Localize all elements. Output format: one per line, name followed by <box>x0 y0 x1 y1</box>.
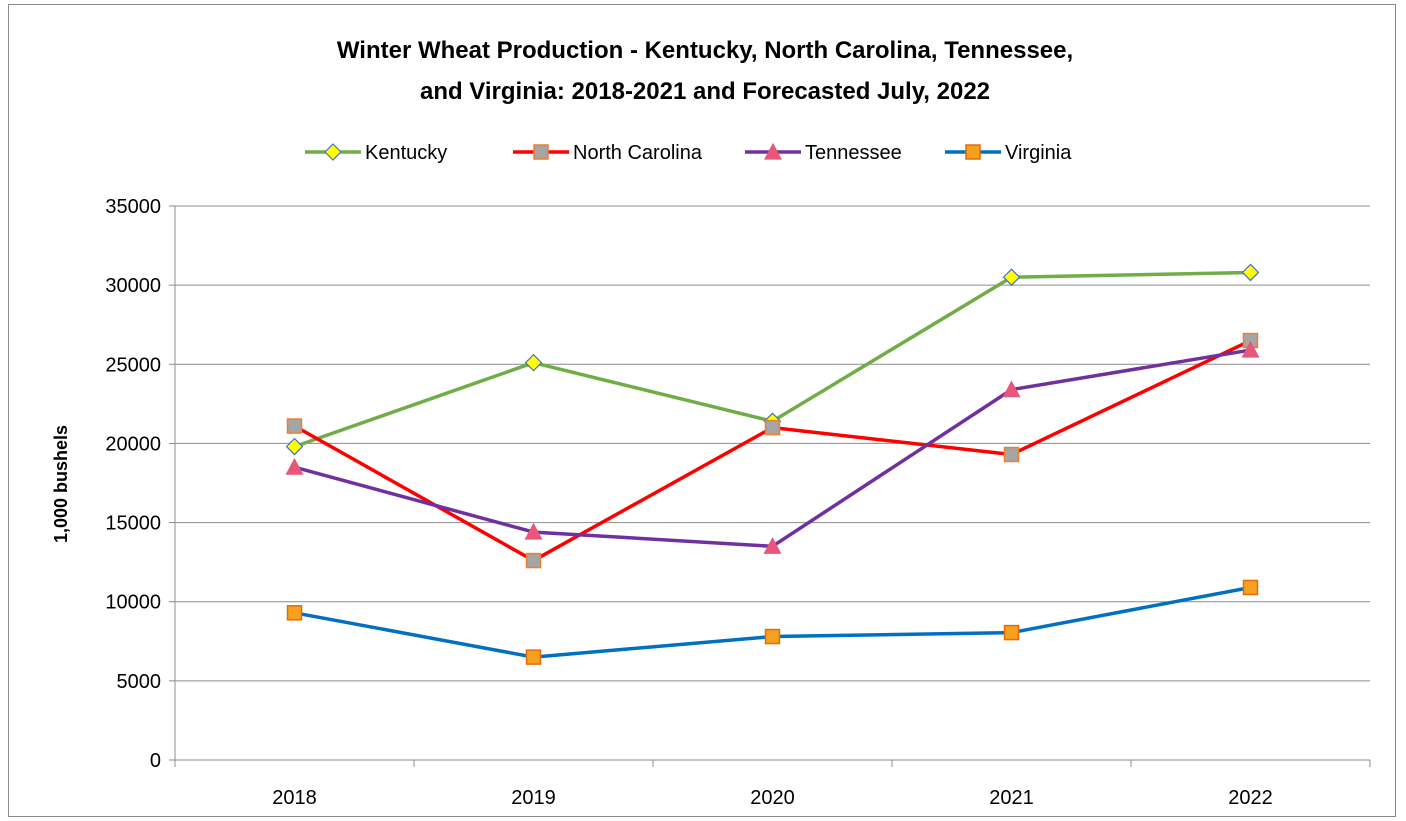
y-tick-label: 0 <box>150 750 161 772</box>
series-tennessee <box>285 340 1260 554</box>
y-tick-label: 20000 <box>105 433 161 455</box>
series-line <box>294 585 1251 659</box>
x-tick-label-2018: 2018 <box>272 787 317 809</box>
x-tick-label-2020: 2020 <box>750 787 795 809</box>
x-tick-label-2019: 2019 <box>511 787 556 809</box>
data-point-2018 <box>286 605 303 621</box>
series-north-carolina <box>286 332 1259 569</box>
legend-item-tennessee[interactable]: Tennessee <box>745 142 902 164</box>
y-tick-label: 15000 <box>105 513 161 535</box>
x-tick-label-2022: 2022 <box>1228 787 1273 809</box>
series-group <box>285 263 1260 665</box>
y-tick-label: 25000 <box>105 354 161 376</box>
data-point-2018 <box>285 437 304 456</box>
y-tick-label: 5000 <box>117 671 162 693</box>
legend-swatch-marker <box>324 143 342 161</box>
data-point-2021 <box>1002 268 1021 287</box>
data-point-2019 <box>525 649 542 665</box>
legend-item-north-carolina[interactable]: North Carolina <box>513 142 703 164</box>
legend[interactable]: Kentucky North Carolina Tennessee Virginia <box>305 142 1072 164</box>
data-point-2021 <box>1002 380 1021 398</box>
legend-label: Tennessee <box>805 142 902 164</box>
gridlines <box>175 205 1370 682</box>
data-point-2020 <box>763 537 782 554</box>
legend-label: North Carolina <box>573 142 703 164</box>
data-point-2019 <box>524 522 543 540</box>
data-point-2022 <box>1241 340 1260 358</box>
legend-swatch-marker <box>533 144 549 160</box>
data-point-2022 <box>1242 579 1259 596</box>
x-tick-label-2021: 2021 <box>989 787 1034 809</box>
y-tick-label: 10000 <box>105 592 161 614</box>
legend-label: Virginia <box>1005 142 1072 164</box>
legend-swatch-marker <box>764 142 782 160</box>
data-point-2020 <box>764 628 781 645</box>
y-axis-label: 1,000 bushels <box>51 425 71 543</box>
data-point-2019 <box>524 353 543 372</box>
data-point-2018 <box>286 418 303 434</box>
data-point-2020 <box>764 419 781 436</box>
legend-item-virginia[interactable]: Virginia <box>945 142 1072 164</box>
x-tick-labels: 2018 2019 2020 2021 2022 <box>272 787 1273 809</box>
legend-item-kentucky[interactable]: Kentucky <box>305 142 447 164</box>
data-point-2021 <box>1003 446 1020 463</box>
chart-frame <box>8 4 1396 817</box>
data-point-2022 <box>1241 263 1260 282</box>
axes <box>169 205 1371 767</box>
legend-swatch-marker <box>965 144 981 160</box>
data-point-2019 <box>525 552 542 569</box>
legend-label: Kentucky <box>365 142 447 164</box>
y-tick-label: 30000 <box>105 275 161 297</box>
data-point-2018 <box>285 457 304 475</box>
chart-title-line-1: Winter Wheat Production - Kentucky, Nort… <box>337 37 1073 64</box>
y-tick-label: 35000 <box>105 196 161 218</box>
y-tick-labels: 0 5000 10000 15000 20000 25000 30000 35000 <box>105 196 161 772</box>
series-line <box>294 348 1251 549</box>
chart-title-line-2: and Virginia: 2018-2021 and Forecasted J… <box>420 78 990 105</box>
data-point-2021 <box>1003 624 1020 641</box>
series-virginia <box>286 579 1259 665</box>
